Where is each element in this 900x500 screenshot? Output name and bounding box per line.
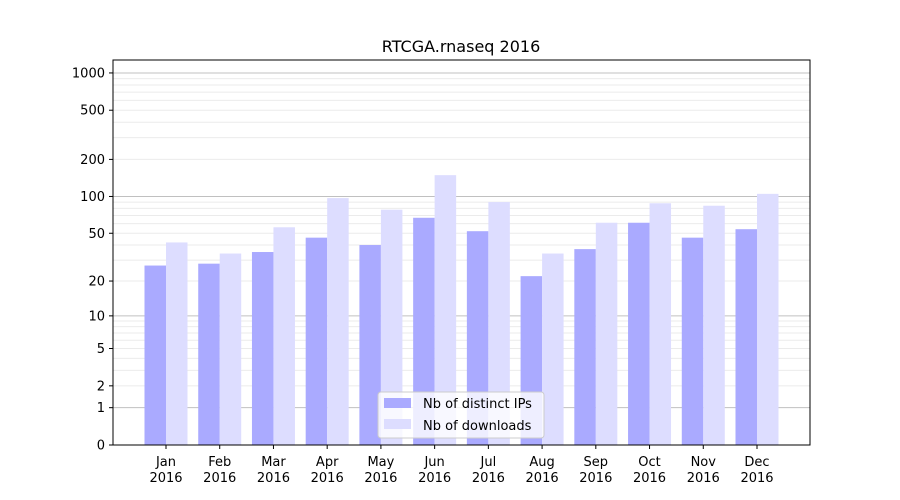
bar-ips	[681, 237, 704, 445]
bar-ips	[359, 245, 381, 445]
bar-ips	[735, 229, 757, 445]
x-tick-label: Jun	[423, 455, 444, 470]
x-tick-label: 2016	[526, 471, 559, 486]
x-tick-label: Jan	[155, 455, 176, 470]
x-tick-label: 2016	[149, 471, 182, 486]
bar-downloads	[166, 242, 188, 445]
x-tick-label: 2016	[472, 471, 505, 486]
bar-downloads	[649, 203, 672, 445]
x-tick-label: Feb	[208, 455, 231, 470]
bar-ips	[251, 252, 274, 445]
y-tick-label: 50	[88, 227, 105, 242]
bar-ips	[144, 265, 166, 445]
legend-swatch-ips	[384, 398, 411, 408]
x-tick-label: Oct	[638, 455, 660, 470]
bar-downloads	[327, 198, 349, 445]
y-tick-label: 1	[97, 401, 105, 416]
y-tick-label: 2	[97, 379, 105, 394]
x-tick-label: 2016	[311, 471, 344, 486]
y-axis: 0 1 2 5 10 20 50 100 200 500 1000	[72, 66, 113, 454]
y-tick-label: 20	[88, 275, 105, 290]
bar-ips	[198, 263, 220, 445]
plot-frame	[112, 59, 811, 446]
bar-downloads	[434, 175, 457, 446]
y-tick-label: 100	[80, 190, 105, 205]
x-tick-label: Jul	[480, 455, 497, 470]
bar-ips	[305, 237, 328, 445]
y-tick-label: 5	[97, 342, 105, 357]
x-tick-label: 2016	[579, 471, 612, 486]
legend-swatch-downloads	[384, 419, 411, 429]
x-tick-label: 2016	[740, 471, 773, 486]
y-tick-label: 10	[88, 309, 105, 324]
bar-downloads	[488, 202, 510, 445]
legend-label-downloads: Nb of downloads	[423, 419, 532, 434]
bar-ips	[413, 217, 435, 445]
bar-ips	[628, 222, 650, 445]
y-tick-label: 500	[80, 104, 105, 119]
bar-downloads	[273, 227, 295, 445]
legend-label-ips: Nb of distinct IPs	[423, 397, 532, 412]
bar-downloads	[542, 253, 564, 445]
x-tick-label: 2016	[633, 471, 666, 486]
x-tick-label: 2016	[364, 471, 397, 486]
bar-downloads	[219, 253, 242, 445]
x-tick-label: Apr	[316, 455, 339, 470]
y-tick-label: 200	[80, 153, 105, 168]
x-axis: Jan2016Feb2016Mar2016Apr2016May2016Jun20…	[149, 445, 774, 486]
bars	[144, 175, 779, 446]
bar-downloads	[380, 209, 403, 445]
x-tick-label: May	[367, 455, 394, 470]
legend: Nb of distinct IPs Nb of downloads	[377, 391, 545, 439]
x-tick-label: Sep	[584, 455, 609, 470]
bar-ips	[574, 249, 596, 445]
bar-downloads	[595, 222, 618, 445]
x-tick-label: Nov	[691, 455, 717, 470]
bar-downloads	[757, 193, 779, 445]
y-tick-label: 1000	[72, 66, 105, 81]
x-tick-label: Aug	[529, 455, 554, 470]
x-tick-label: Dec	[744, 455, 769, 470]
x-tick-label: 2016	[687, 471, 720, 486]
x-tick-label: 2016	[418, 471, 451, 486]
x-tick-label: 2016	[203, 471, 236, 486]
chart-title: RTCGA.rnaseq 2016	[382, 37, 541, 56]
bar-downloads	[703, 205, 725, 445]
x-tick-label: Mar	[261, 455, 286, 470]
x-tick-label: 2016	[257, 471, 290, 486]
y-tick-label: 0	[97, 439, 105, 454]
